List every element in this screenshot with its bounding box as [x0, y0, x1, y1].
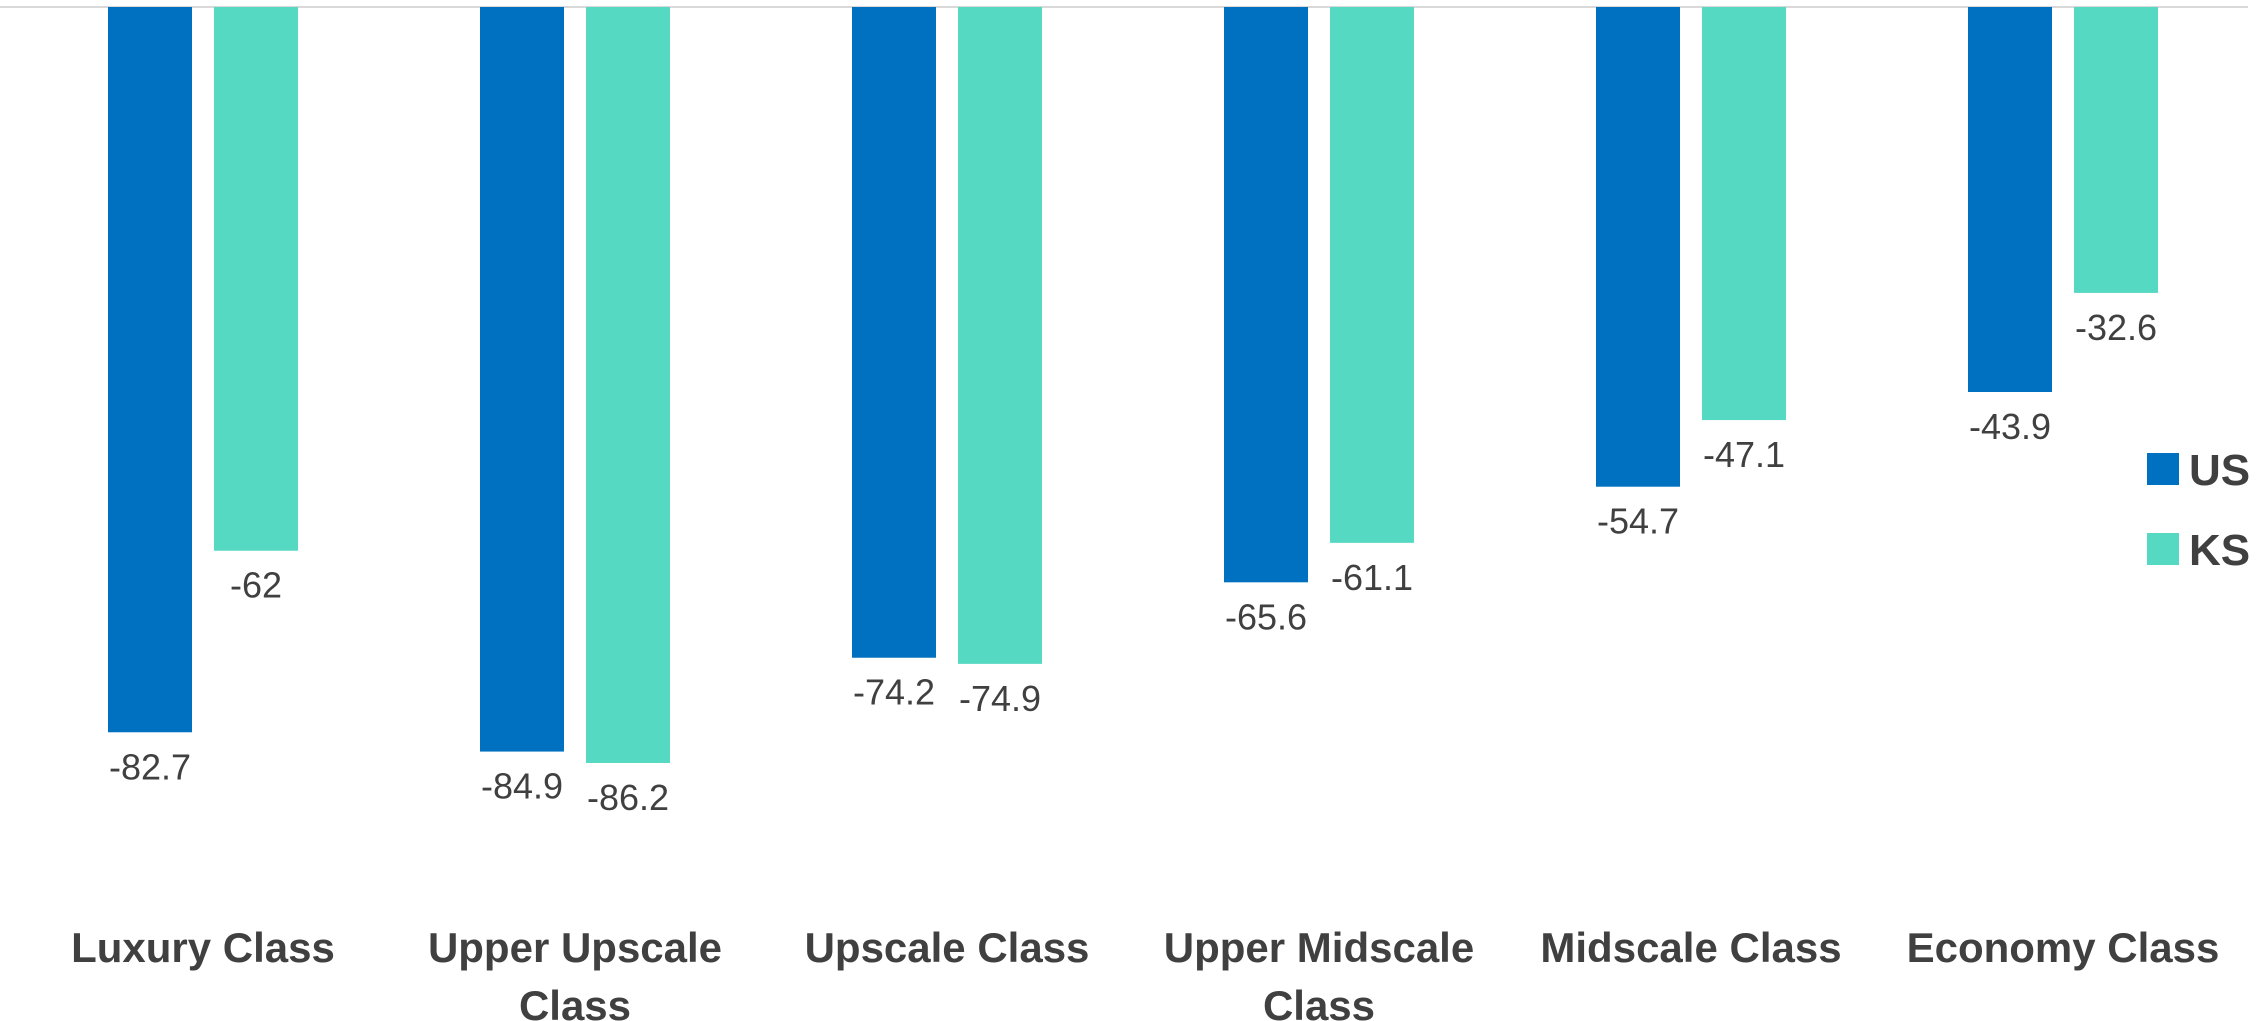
legend: US KS — [2147, 446, 2250, 575]
bar-us-upscale-class — [852, 7, 936, 658]
bar-us-upper-midscale-class — [1224, 7, 1308, 583]
category-label-upper-upscale-class: Upper Upscale Class — [428, 924, 722, 1021]
data-label-ks-luxury-class: -62 — [230, 565, 282, 606]
legend-swatch-us — [2147, 453, 2179, 485]
data-label-us-economy-class: -43.9 — [1969, 406, 2051, 447]
bar-us-midscale-class — [1596, 7, 1680, 487]
bar-ks-upscale-class — [958, 7, 1042, 664]
data-label-us-midscale-class: -54.7 — [1597, 501, 1679, 542]
data-label-ks-economy-class: -32.6 — [2075, 307, 2157, 348]
bars-group — [108, 7, 2158, 763]
bar-ks-economy-class — [2074, 7, 2158, 293]
data-label-us-upper-upscale-class: -84.9 — [481, 766, 563, 807]
category-labels-group: Luxury Class Upper Upscale Class Upscale Cl… — [71, 924, 2219, 1021]
category-label-upscale-class: Upscale Class — [805, 924, 1090, 971]
bar-ks-midscale-class — [1702, 7, 1786, 421]
data-label-ks-upper-upscale-class: -86.2 — [587, 777, 669, 818]
category-label-luxury-class: Luxury Class — [71, 924, 335, 971]
data-label-us-upscale-class: -74.2 — [853, 672, 935, 713]
category-label-economy-class: Economy Class — [1907, 924, 2220, 971]
bar-ks-upper-midscale-class — [1330, 7, 1414, 543]
data-labels-group: -82.7 -62 -84.9 -86.2 -74.2 -74.9 -65.6 -61.1 -5… — [109, 307, 2157, 818]
legend-label-us: US — [2189, 446, 2250, 495]
bar-us-economy-class — [1968, 7, 2052, 393]
bar-us-upper-upscale-class — [480, 7, 564, 752]
data-label-us-upper-midscale-class: -65.6 — [1225, 596, 1307, 637]
bar-ks-luxury-class — [214, 7, 298, 551]
legend-swatch-ks — [2147, 533, 2179, 565]
legend-label-ks: KS — [2189, 526, 2250, 575]
bar-us-luxury-class — [108, 7, 192, 733]
category-label-upper-midscale-class: Upper Midscale Class — [1164, 924, 1474, 1021]
bar-ks-upper-upscale-class — [586, 7, 670, 763]
data-label-ks-midscale-class: -47.1 — [1703, 434, 1785, 475]
data-label-ks-upscale-class: -74.9 — [959, 678, 1041, 719]
data-label-ks-upper-midscale-class: -61.1 — [1331, 557, 1413, 598]
category-label-midscale-class: Midscale Class — [1540, 924, 1841, 971]
data-label-us-luxury-class: -82.7 — [109, 746, 191, 787]
